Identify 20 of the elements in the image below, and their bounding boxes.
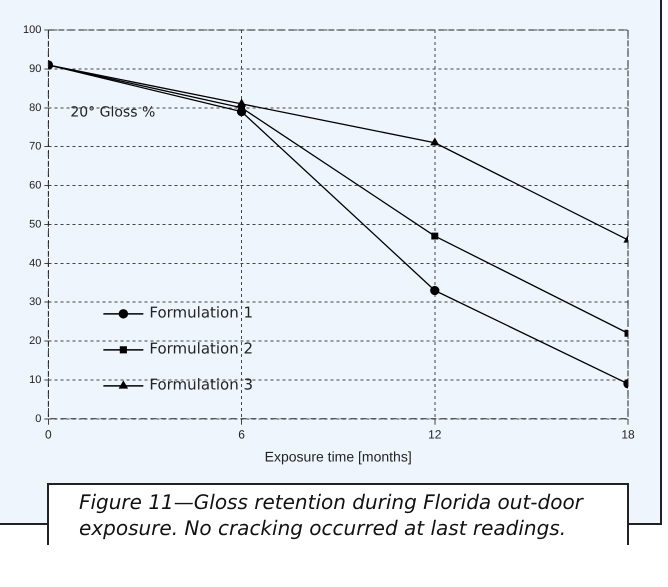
y-tick-label: 0: [35, 412, 42, 425]
y-tick-label: 10: [29, 374, 42, 386]
x-tick-label: 6: [238, 427, 246, 442]
legend-label: Formulation 1: [149, 304, 254, 322]
y-tick-label: 40: [29, 257, 42, 270]
x-tick-label: 12: [428, 427, 442, 442]
x-axis-title: Exposure time [months]: [264, 448, 412, 464]
x-tick-label: 0: [45, 427, 52, 442]
y-tick-label: 20: [29, 335, 42, 348]
y-tick-label: 90: [29, 62, 42, 75]
y-tick-label: 100: [22, 24, 42, 36]
x-tick-label: 18: [621, 427, 635, 442]
legend-label: Formulation 2: [149, 340, 254, 358]
legend-label: Formulation 3: [149, 376, 254, 394]
y-axis-title: 20° Gloss %: [70, 104, 156, 121]
y-tick-label: 60: [29, 180, 42, 192]
y-tick-label: 50: [29, 218, 42, 230]
y-tick-label: 70: [29, 140, 42, 153]
y-tick-label: 80: [29, 102, 42, 114]
y-tick-label: 30: [29, 296, 42, 308]
